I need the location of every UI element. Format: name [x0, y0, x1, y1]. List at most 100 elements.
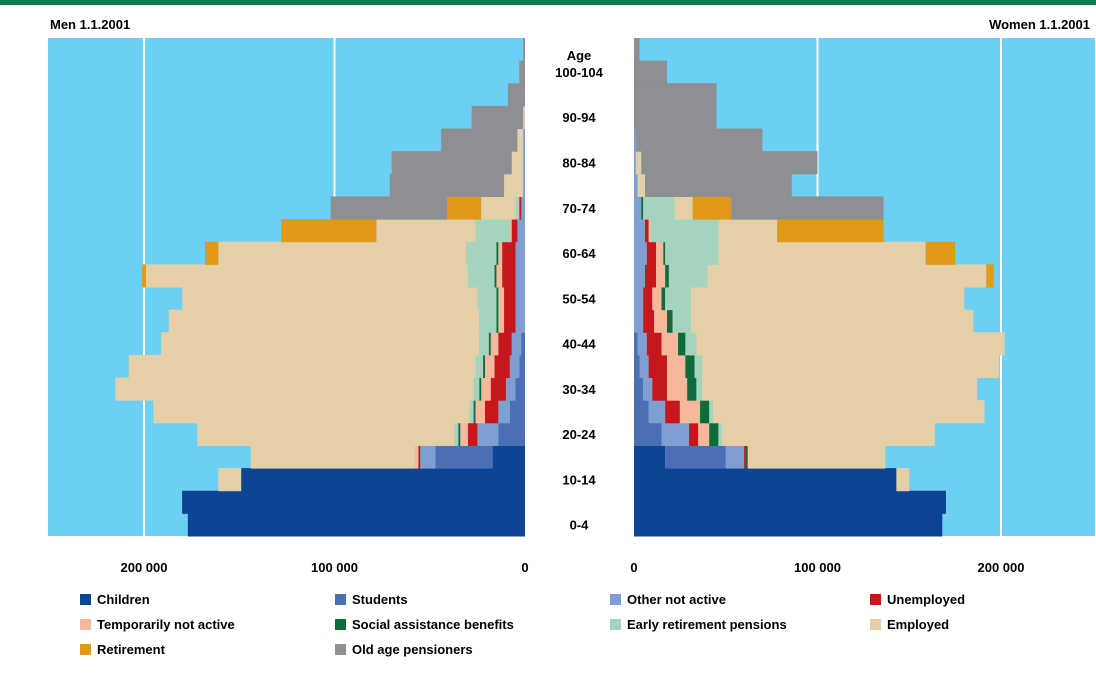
men-bar-employed-30-34 — [115, 377, 474, 401]
women-bar-employed-70-74 — [674, 196, 693, 220]
men-bar-early-35-39 — [475, 354, 484, 379]
women-bar-social-40-44 — [678, 332, 686, 356]
age-tick-label: 20-24 — [562, 427, 596, 442]
men-bar-social-20-24 — [458, 422, 461, 446]
men-bar-students-30-34 — [515, 377, 525, 401]
age-tick-label: 100-104 — [555, 65, 603, 80]
age-tick-label: 80-84 — [562, 156, 596, 171]
women-x-tick-label: 100 000 — [794, 560, 841, 575]
men-bar-temp-45-49 — [498, 309, 505, 333]
age-axis-title: Age — [567, 48, 592, 63]
legend-item-other: Other not active — [610, 592, 726, 607]
men-bar-employed-35-39 — [128, 354, 476, 379]
men-bar-unemployed-30-34 — [490, 377, 506, 401]
women-bar-unemployed-25-29 — [665, 400, 680, 424]
men-bar-employed-55-59 — [145, 264, 468, 288]
men-bar-social-45-49 — [496, 309, 499, 333]
women-bar-employed-15-19 — [747, 445, 886, 469]
legend-swatch — [80, 594, 91, 605]
men-bar-early-65-69 — [475, 219, 510, 243]
women-bar-temp-50-54 — [652, 287, 662, 311]
men-bar-other-55-59 — [515, 264, 525, 288]
men-bar-temp-30-34 — [481, 377, 491, 401]
women-bar-employed-20-24 — [722, 422, 935, 446]
women-bar-other-35-39 — [639, 354, 649, 379]
age-tick-label: 90-94 — [562, 110, 596, 125]
men-bar-other-25-29 — [498, 400, 510, 424]
women-bar-early-20-24 — [718, 422, 723, 446]
women-bar-other-30-34 — [643, 377, 653, 401]
women-bar-early-70-74 — [643, 196, 675, 220]
men-bar-children-10-14 — [241, 468, 525, 492]
women-bar-oldage-105-109 — [634, 38, 640, 62]
population-pyramid-chart: Age 0-4 10-14 20-24 30-34 40-44 50-54 60-64 70-7… — [48, 38, 1095, 575]
women-bar-unemployed-45-49 — [643, 309, 655, 333]
men-bar-oldage-80-84 — [391, 151, 512, 175]
women-bar-employed-75-79 — [637, 173, 646, 197]
women-bar-social-15-19 — [745, 445, 748, 469]
men-bar-employed-40-44 — [161, 332, 480, 356]
men-bar-other-70-74 — [521, 196, 525, 220]
women-bar-other-40-44 — [637, 332, 647, 356]
legend-item-social: Social assistance benefits — [335, 617, 514, 632]
men-bar-students-25-29 — [509, 400, 525, 424]
age-tick-label: 10-14 — [562, 472, 596, 487]
men-bar-early-20-24 — [454, 422, 459, 446]
men-bar-oldage-100-104 — [519, 60, 525, 84]
men-bar-other-30-34 — [505, 377, 516, 401]
men-bar-other-80-84 — [523, 151, 525, 175]
men-bar-early-30-34 — [473, 377, 480, 401]
women-bar-other-70-74 — [634, 196, 642, 220]
men-bar-employed-25-29 — [153, 400, 470, 424]
men-bar-employed-10-14 — [218, 468, 242, 492]
men-bar-temp-55-59 — [496, 264, 503, 288]
women-bar-social-45-49 — [667, 309, 673, 333]
legend-label: Old age pensioners — [352, 642, 473, 657]
men-bar-social-60-64 — [496, 241, 499, 265]
women-bar-children-10-14 — [634, 468, 897, 492]
men-bar-other-15-19 — [420, 445, 436, 469]
men-bar-other-65-69 — [517, 219, 525, 243]
women-bar-social-35-39 — [685, 354, 695, 379]
women-bar-temp-20-24 — [698, 422, 710, 446]
men-bar-retirement-65-69 — [281, 219, 377, 243]
legend-swatch — [610, 594, 621, 605]
men-bar-students-35-39 — [519, 354, 525, 379]
women-bar-employed-80-84 — [635, 151, 642, 175]
women-bar-unemployed-20-24 — [689, 422, 699, 446]
top-rule — [0, 0, 1096, 5]
women-bar-retirement-60-64 — [925, 241, 956, 265]
women-bar-early-25-29 — [709, 400, 713, 424]
men-bar-retirement-70-74 — [446, 196, 482, 220]
men-bar-employed-65-69 — [376, 219, 476, 243]
men-bar-unemployed-50-54 — [504, 287, 516, 311]
women-bar-students-40-44 — [634, 332, 638, 356]
women-bar-social-20-24 — [709, 422, 719, 446]
women-bar-unemployed-15-19 — [744, 445, 746, 469]
legend-swatch — [335, 594, 346, 605]
women-bar-social-25-29 — [700, 400, 710, 424]
men-bar-students-40-44 — [521, 332, 525, 356]
men-x-tick-label: 100 000 — [311, 560, 358, 575]
women-bar-other-45-49 — [634, 309, 644, 333]
women-bar-employed-35-39 — [701, 354, 1000, 379]
age-tick-label: 50-54 — [562, 291, 596, 306]
women-bar-early-35-39 — [694, 354, 702, 379]
men-bar-employed-45-49 — [168, 309, 480, 333]
men-bar-unemployed-45-49 — [504, 309, 516, 333]
men-x-tick-label: 200 000 — [121, 560, 168, 575]
women-bar-oldage-85-89 — [635, 128, 763, 152]
women-bar-unemployed-55-59 — [645, 264, 657, 288]
women-bar-employed-25-29 — [712, 400, 985, 424]
women-bar-oldage-75-79 — [645, 173, 792, 197]
women-bar-temp-40-44 — [661, 332, 679, 356]
women-bar-social-70-74 — [641, 196, 644, 220]
men-bar-retirement-60-64 — [204, 241, 219, 265]
women-bar-unemployed-65-69 — [645, 219, 649, 243]
men-bar-unemployed-15-19 — [418, 445, 421, 469]
age-tick-label: 70-74 — [562, 201, 596, 216]
men-bar-unemployed-35-39 — [494, 354, 510, 379]
men-bar-oldage-90-94 — [471, 105, 524, 130]
women-bar-children-0-4 — [634, 513, 943, 537]
men-bar-oldage-85-89 — [441, 128, 518, 152]
